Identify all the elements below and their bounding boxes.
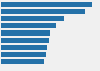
Bar [1, 38, 49, 43]
Bar [1, 9, 85, 14]
Bar [1, 52, 46, 57]
Bar [1, 2, 92, 7]
Bar [1, 23, 56, 28]
Bar [1, 16, 64, 21]
Bar [1, 59, 44, 64]
Bar [1, 30, 50, 36]
Bar [1, 45, 47, 50]
